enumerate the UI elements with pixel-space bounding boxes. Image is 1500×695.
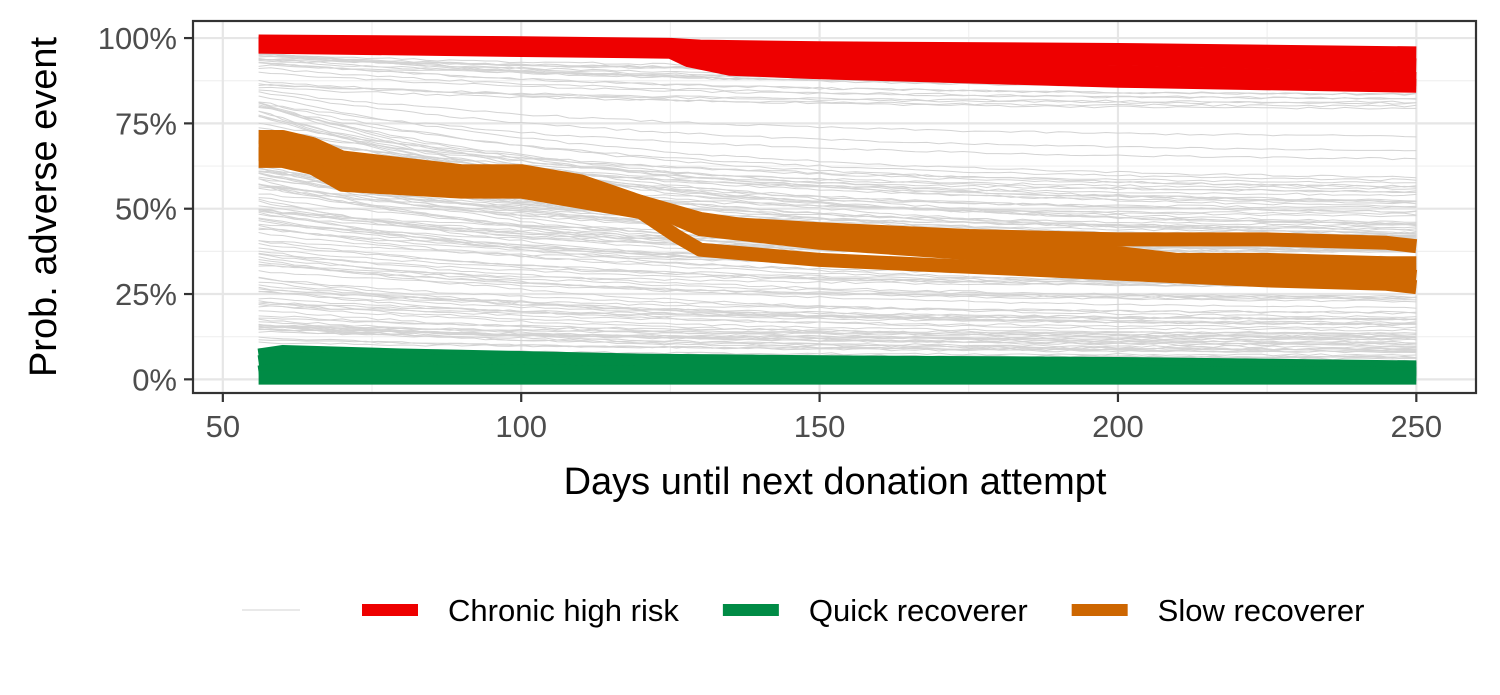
background-trajectory-line (258, 62, 1417, 96)
background-trajectory-line (258, 321, 1417, 351)
x-tick-label: 200 (1092, 409, 1144, 444)
background-trajectory-line (258, 102, 1417, 235)
background-trajectory-line (258, 176, 1417, 235)
y-tick-label: 50% (115, 192, 177, 227)
background-trajectory-line (258, 122, 1417, 188)
background-trajectory-line (258, 297, 1417, 326)
background-trajectory-line (258, 323, 1417, 336)
background-trajectory-line (258, 127, 1417, 194)
background-trajectory-line (258, 328, 1417, 340)
series-line-chronic-high-risk (258, 39, 1417, 93)
panel-border (191, 19, 1478, 395)
background-trajectory-line (258, 116, 1417, 204)
background-trajectory-line (258, 317, 1417, 335)
background-trajectory-line (258, 95, 1417, 179)
background-trajectory-line (258, 250, 1417, 299)
background-trajectory-line (258, 326, 1417, 353)
background-trajectory-line (258, 270, 1417, 300)
background-trajectory-line (258, 339, 1417, 352)
background-trajectory-line (258, 304, 1417, 338)
background-trajectory-line (258, 130, 1417, 184)
y-tick-label: 100% (98, 21, 177, 56)
background-trajectory-line (258, 328, 1417, 351)
background-trajectory-line (258, 284, 1417, 321)
y-tick-label: 0% (132, 362, 177, 397)
background-trajectory-line (258, 107, 1417, 182)
background-trajectory-line (258, 253, 1417, 309)
x-axis-title: Days until next donation attempt (564, 461, 1107, 503)
background-trajectory-line (258, 71, 1417, 100)
background-trajectory-line (258, 101, 1417, 223)
x-tick-label: 50 (206, 409, 240, 444)
x-axis-ticks: 50 100 150 200 250 (206, 393, 1442, 444)
background-trajectory-line (258, 101, 1417, 161)
y-axis-ticks: 0% 25% 50% 75% 100% (98, 21, 193, 397)
highlighted-series (257, 34, 1418, 385)
background-trajectory-line (258, 259, 1417, 318)
legend: Chronic high risk Quick recoverer Slow rec… (242, 593, 1364, 628)
background-trajectory-line (258, 83, 1417, 105)
y-tick-label: 25% (115, 277, 177, 312)
background-trajectory-line (258, 263, 1417, 301)
legend-label: Quick recoverer (809, 593, 1028, 628)
background-trajectory-line (258, 265, 1417, 287)
x-tick-label: 250 (1390, 409, 1442, 444)
background-trajectory-line (258, 104, 1417, 203)
x-tick-label: 100 (495, 409, 547, 444)
background-trajectory-line (258, 91, 1417, 152)
background-trajectory-line (258, 277, 1417, 315)
background-trajectory-line (258, 114, 1417, 226)
background-trajectory-line (258, 89, 1417, 138)
background-trajectory-line (258, 105, 1417, 208)
y-axis-title: Prob. adverse event (23, 37, 65, 378)
y-tick-label: 75% (115, 106, 177, 141)
background-trajectory-line (258, 61, 1417, 96)
background-trajectory-line (258, 101, 1417, 188)
background-trajectory-line (258, 290, 1417, 324)
background-trajectory-line (258, 305, 1417, 321)
background-trajectory-line (258, 86, 1417, 108)
series-line-slow-recoverer (258, 153, 1418, 295)
background-trajectory-line (258, 300, 1417, 329)
legend-label: Chronic high risk (448, 593, 679, 628)
x-tick-label: 150 (794, 409, 846, 444)
legend-label: Slow recoverer (1158, 593, 1365, 628)
